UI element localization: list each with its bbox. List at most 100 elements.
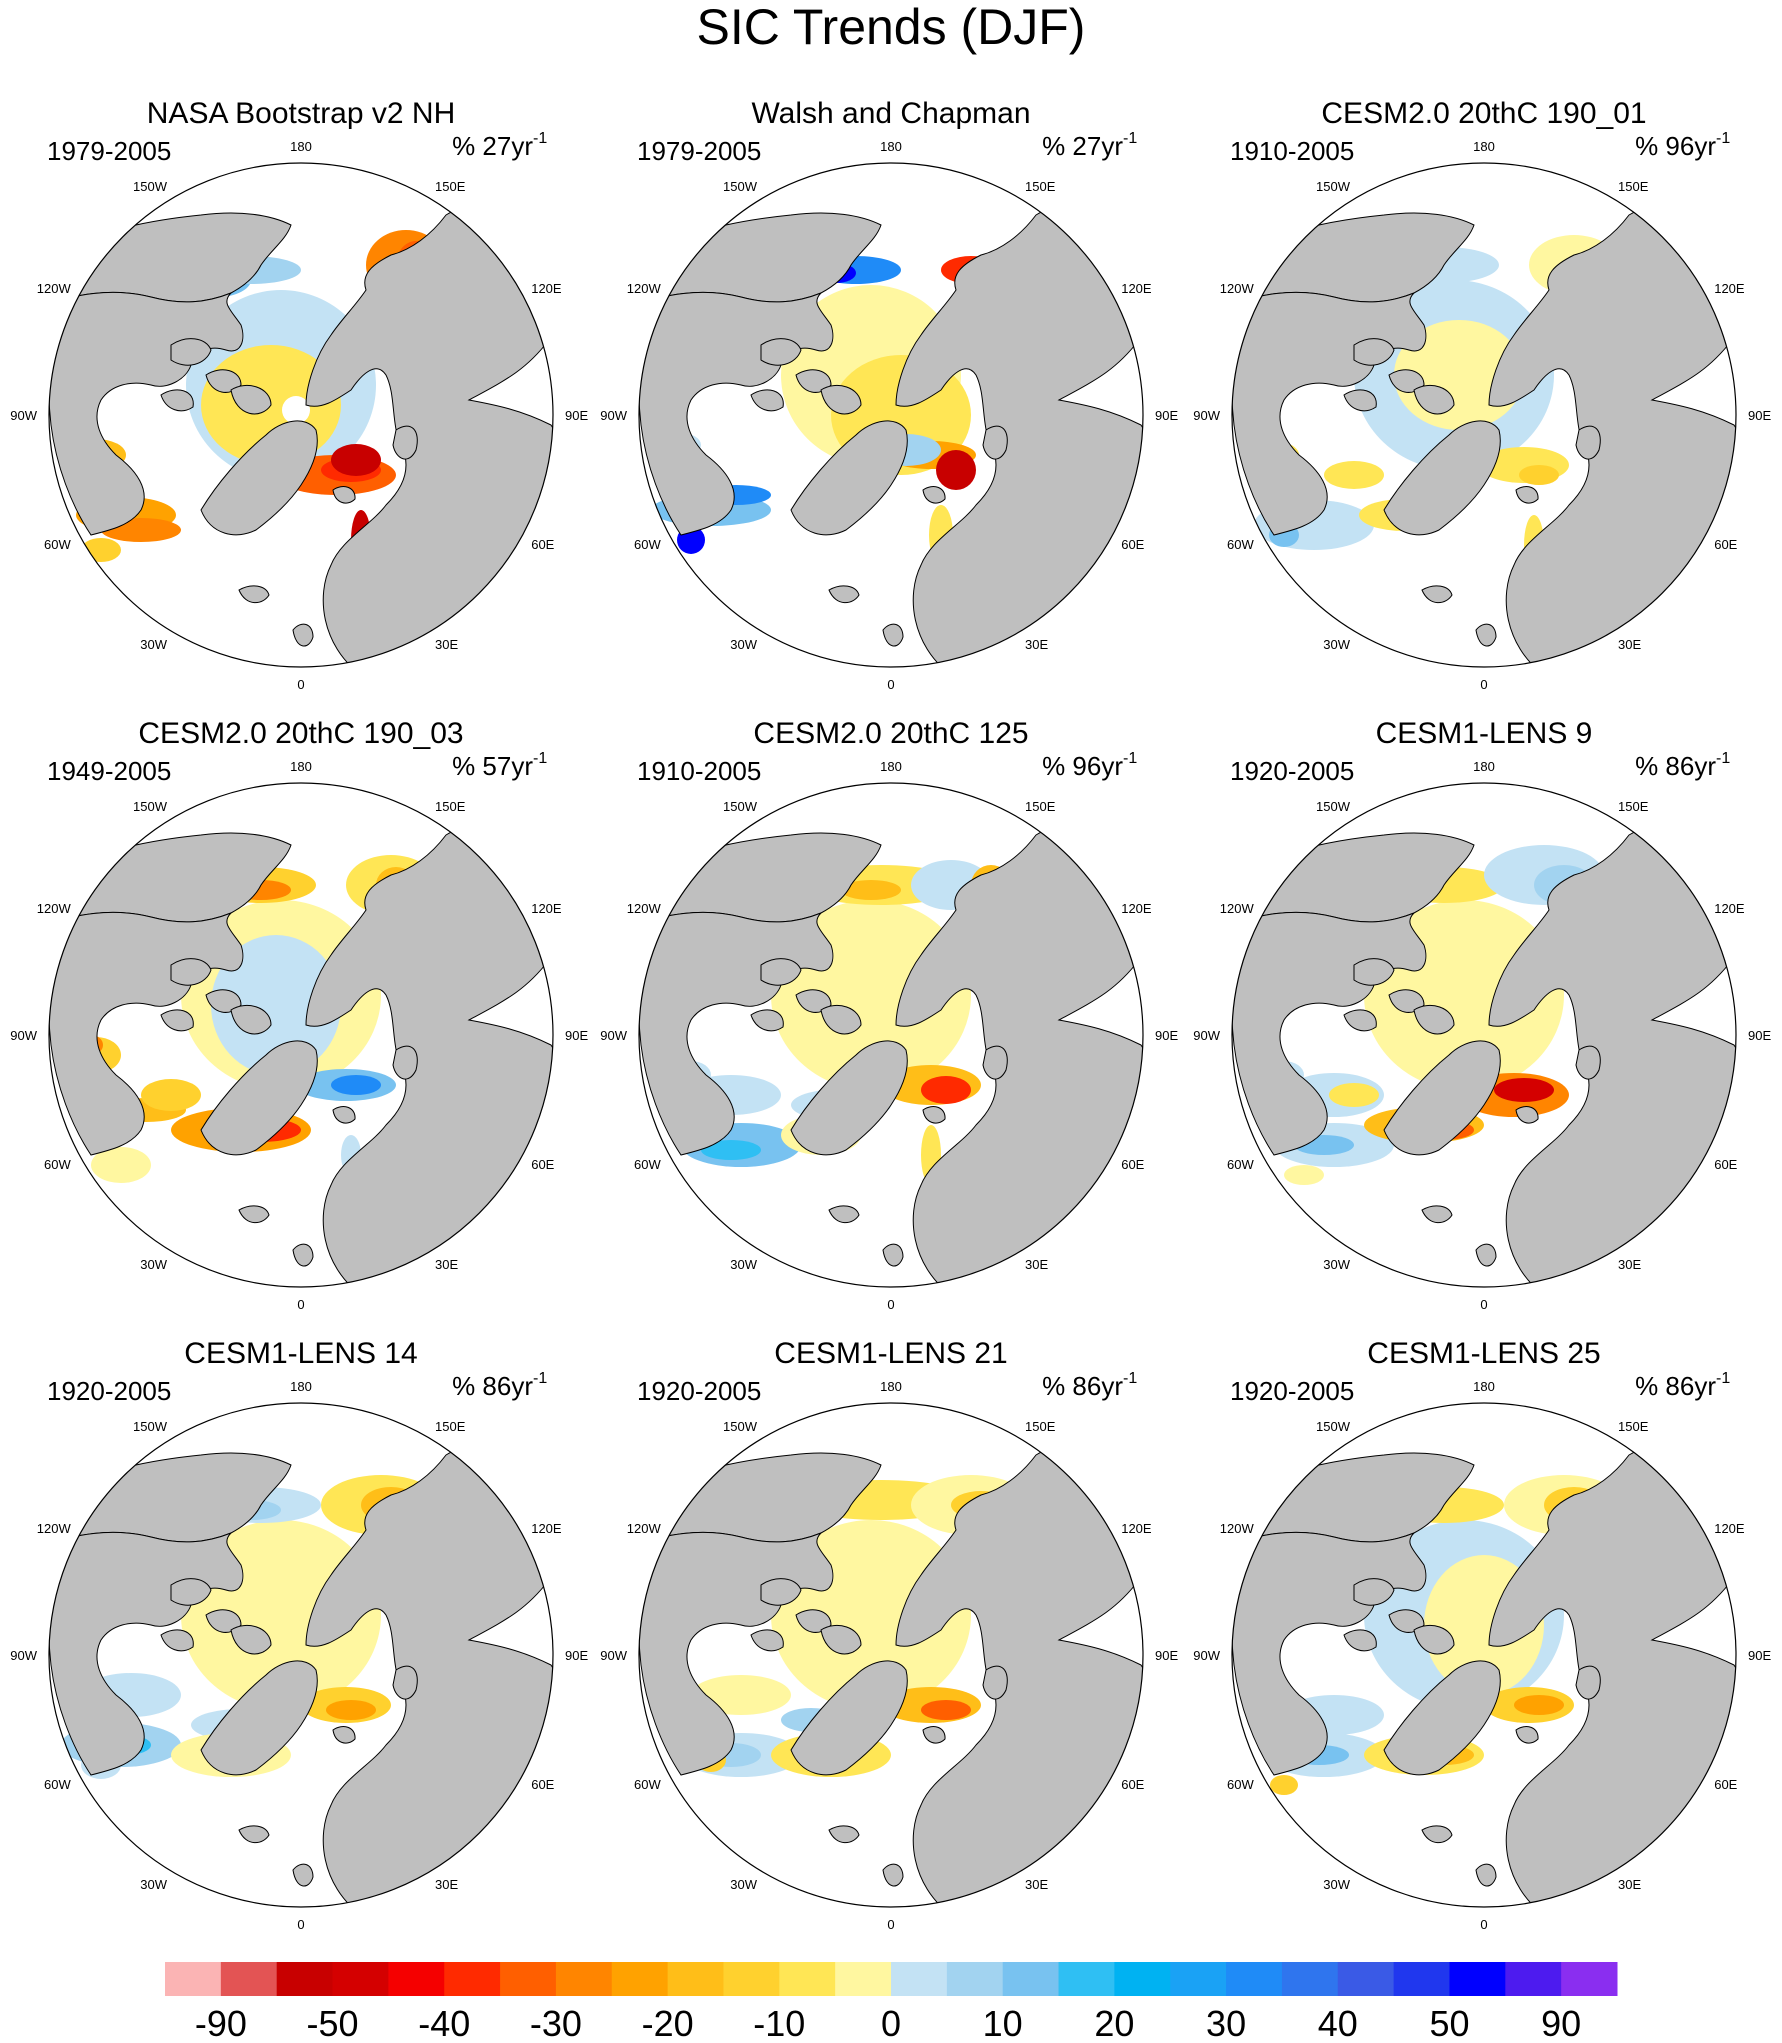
colorbar-swatch (1226, 1962, 1283, 1996)
colorbar-swatch (891, 1962, 948, 1996)
longitude-label: 150W (133, 1419, 168, 1434)
longitude-label: 30W (730, 1257, 757, 1272)
longitude-label: 90W (1193, 1028, 1220, 1043)
map-panel: NASA Bootstrap v2 NH 1979-2005 % 27yr -1 180… (10, 97, 588, 692)
colorbar-swatch (1337, 1962, 1395, 1996)
panel-period: 1949-2005 (47, 756, 171, 786)
panel-units: % 96yr (1635, 131, 1716, 161)
colorbar-swatch (1114, 1962, 1171, 1996)
longitude-label: 120E (1121, 901, 1152, 916)
map-panel: CESM1-LENS 25 1920-2005 % 86yr -1 180 150W 150… (1193, 1337, 1771, 1932)
sea-ice-trend-region (81, 538, 121, 562)
longitude-label: 60E (1121, 537, 1144, 552)
longitude-label: 60E (1121, 1777, 1144, 1792)
longitude-label: 150W (133, 179, 168, 194)
longitude-label: 150W (133, 799, 168, 814)
longitude-label: 120W (627, 281, 662, 296)
panel-title: CESM1-LENS 25 (1367, 1337, 1600, 1370)
colorbar-swatch (779, 1962, 836, 1996)
panel-units: % 86yr (1635, 1371, 1716, 1401)
colorbar-swatch (1449, 1962, 1506, 1996)
panel-units-exponent: -1 (1716, 130, 1730, 147)
longitude-label: 180 (880, 139, 902, 154)
sea-ice-trend-region (701, 1140, 761, 1160)
panel-units-exponent: -1 (1123, 750, 1137, 767)
panel-title: CESM1-LENS 9 (1376, 717, 1593, 750)
panel-period: 1910-2005 (637, 756, 761, 786)
sea-ice-trend-region (282, 396, 310, 424)
colorbar-tick-label: 0 (881, 2003, 901, 2043)
longitude-label: 90E (1748, 1028, 1771, 1043)
colorbar: -90 -50 -40 -30 -20 -10 0 10 20 30 40 50 90 (165, 1962, 1618, 2043)
sea-ice-trend-region (1519, 465, 1559, 485)
map-boundary (1231, 1402, 1737, 1908)
sea-ice-trend-region (921, 1076, 971, 1104)
longitude-label: 0 (887, 1297, 894, 1312)
panel-title: CESM2.0 20thC 190_01 (1321, 97, 1646, 130)
panel-units-exponent: -1 (533, 1370, 547, 1387)
colorbar-swatch (1281, 1962, 1339, 1996)
longitude-label: 180 (290, 1379, 312, 1394)
longitude-label: 60W (634, 1777, 661, 1792)
sea-ice-trend-region (141, 1079, 201, 1111)
colorbar-swatch (723, 1962, 780, 1996)
panel-period: 1979-2005 (47, 136, 171, 166)
longitude-label: 120E (1714, 1521, 1745, 1536)
longitude-label: 120E (1714, 901, 1745, 916)
longitude-label: 90W (600, 408, 627, 423)
colorbar-tick-label: 90 (1541, 2003, 1581, 2043)
longitude-label: 120E (1121, 281, 1152, 296)
panel-units: % 27yr (452, 131, 533, 161)
panel-title: Walsh and Chapman (751, 97, 1030, 130)
longitude-label: 120W (627, 1521, 662, 1536)
colorbar-tick-label: 10 (983, 2003, 1023, 2043)
colorbar-tick-label: -20 (642, 2003, 694, 2043)
longitude-label: 180 (1473, 1379, 1495, 1394)
longitude-label: 90W (10, 1648, 37, 1663)
longitude-label: 180 (290, 139, 312, 154)
longitude-label: 90E (565, 1648, 588, 1663)
longitude-label: 120W (1220, 1521, 1255, 1536)
longitude-label: 30E (1025, 1877, 1048, 1892)
longitude-label: 60E (1714, 1157, 1737, 1172)
map-boundary (638, 1402, 1144, 1908)
longitude-label: 180 (290, 759, 312, 774)
longitude-label: 60W (44, 537, 71, 552)
colorbar-swatch (388, 1962, 445, 1996)
colorbar-tick-label: -40 (418, 2003, 470, 2043)
longitude-label: 30E (1025, 637, 1048, 652)
map-panel: CESM1-LENS 9 1920-2005 % 86yr -1 180 150W 150E… (1193, 717, 1771, 1312)
longitude-label: 90E (1155, 1648, 1178, 1663)
figure-title: SIC Trends (DJF) (697, 0, 1086, 55)
longitude-label: 150E (1025, 1419, 1056, 1434)
panel-units-exponent: -1 (1716, 750, 1730, 767)
panel-units-exponent: -1 (1716, 1370, 1730, 1387)
sea-ice-trend-region (1494, 1078, 1554, 1102)
longitude-label: 0 (297, 677, 304, 692)
map-panel: CESM2.0 20thC 190_01 1910-2005 % 96yr -1 180… (1193, 97, 1771, 692)
panel-title: CESM2.0 20thC 190_03 (138, 717, 463, 750)
map-area (1232, 783, 1736, 1287)
panel-units: % 27yr (1042, 131, 1123, 161)
colorbar-swatch (611, 1962, 669, 1996)
colorbar-tick-label: 20 (1094, 2003, 1134, 2043)
colorbar-swatch (1505, 1962, 1562, 1996)
longitude-label: 60W (634, 537, 661, 552)
longitude-label: 0 (1480, 1917, 1487, 1932)
longitude-label: 120E (531, 1521, 562, 1536)
longitude-label: 60E (531, 1777, 554, 1792)
longitude-label: 30E (1618, 1877, 1641, 1892)
longitude-label: 150E (1618, 799, 1649, 814)
longitude-label: 150E (1025, 179, 1056, 194)
colorbar-swatch (500, 1962, 557, 1996)
longitude-label: 30W (1323, 1257, 1350, 1272)
map-area (49, 1403, 553, 1907)
map-area (49, 783, 553, 1287)
longitude-label: 60W (1227, 1777, 1254, 1792)
colorbar-swatch (220, 1962, 278, 1996)
map-boundary (48, 162, 554, 668)
map-panel: CESM1-LENS 21 1920-2005 % 86yr -1 180 150W 150… (600, 1337, 1178, 1932)
longitude-label: 150W (723, 1419, 758, 1434)
